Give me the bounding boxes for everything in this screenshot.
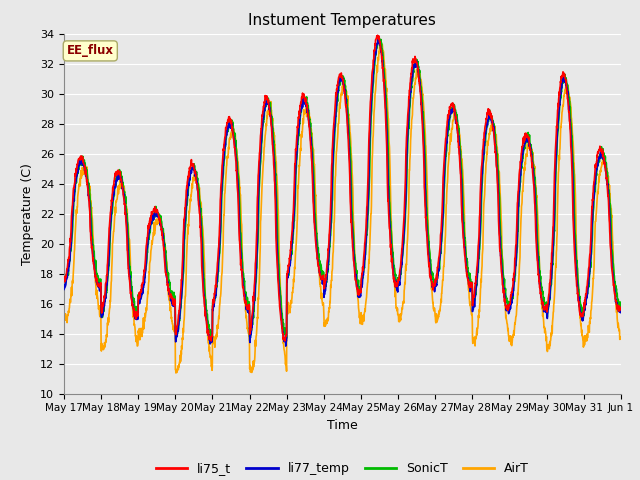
Title: Instument Temperatures: Instument Temperatures <box>248 13 436 28</box>
Text: EE_flux: EE_flux <box>67 44 114 58</box>
X-axis label: Time: Time <box>327 419 358 432</box>
Legend: li75_t, li77_temp, SonicT, AirT: li75_t, li77_temp, SonicT, AirT <box>151 457 534 480</box>
Y-axis label: Temperature (C): Temperature (C) <box>22 163 35 264</box>
